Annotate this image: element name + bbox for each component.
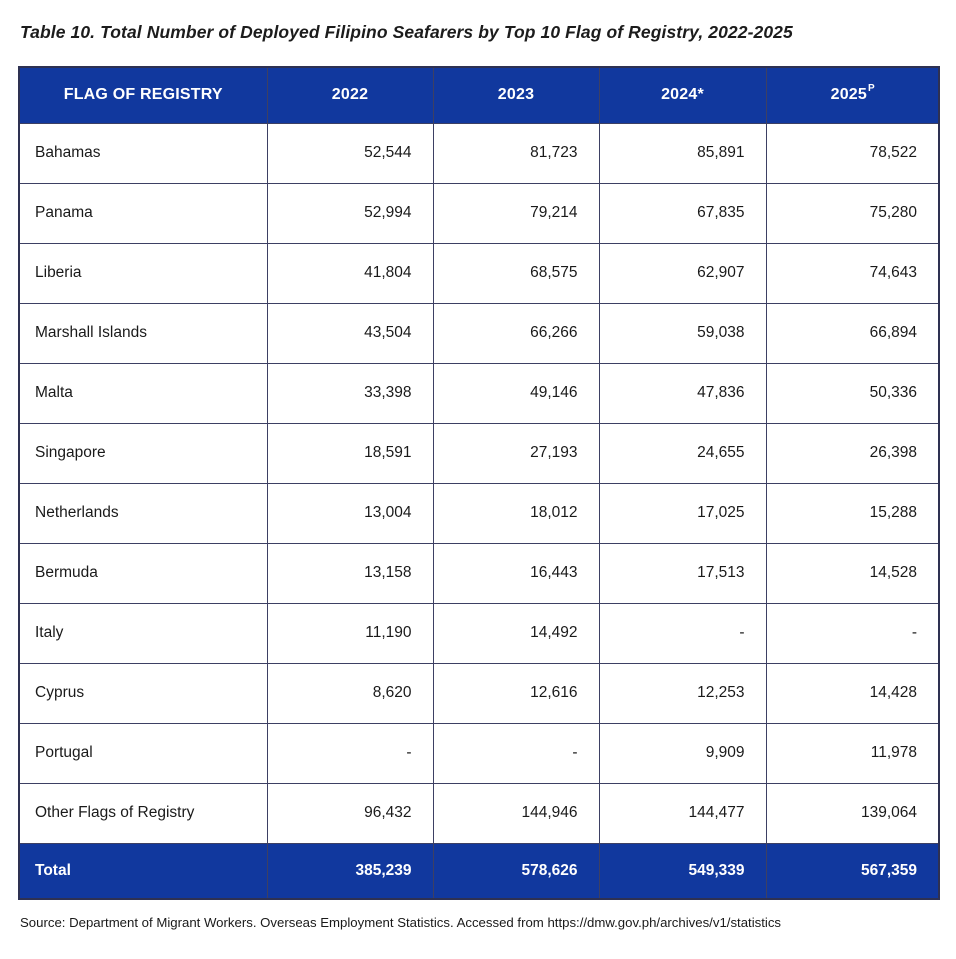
flag-name-cell: Cyprus (18, 662, 268, 724)
flag-name-cell: Netherlands (18, 482, 268, 544)
flag-name-cell: Panama (18, 182, 268, 244)
table-row: Netherlands 13,004 18,012 17,025 15,288 (18, 482, 940, 544)
total-row: Total 385,239 578,626 549,339 567,359 (18, 842, 940, 900)
total-2025-cell: 567,359 (765, 842, 940, 900)
value-cell: 14,492 (432, 602, 600, 664)
value-cell: 15,288 (765, 482, 940, 544)
column-header-2022: 2022 (266, 66, 434, 124)
column-header-2025: 2025P (765, 66, 940, 124)
value-cell: 144,477 (598, 782, 767, 844)
value-cell: 67,835 (598, 182, 767, 244)
registry-table: FLAG OF REGISTRY 2022 2023 2024* 2025P B… (18, 66, 940, 900)
table-row: Panama 52,994 79,214 67,835 75,280 (18, 182, 940, 244)
value-cell: 139,064 (765, 782, 940, 844)
value-cell: 9,909 (598, 722, 767, 784)
column-header-2024: 2024* (598, 66, 767, 124)
flag-name-cell: Malta (18, 362, 268, 424)
value-cell: 59,038 (598, 302, 767, 364)
value-cell: 14,428 (765, 662, 940, 724)
value-cell: 8,620 (266, 662, 434, 724)
value-cell: 79,214 (432, 182, 600, 244)
value-cell: 52,994 (266, 182, 434, 244)
table-row: Bahamas 52,544 81,723 85,891 78,522 (18, 122, 940, 184)
table-caption: Table 10. Total Number of Deployed Filip… (20, 22, 793, 42)
table-body: Bahamas 52,544 81,723 85,891 78,522 Panama 52,… (18, 122, 940, 844)
flag-name-cell: Bahamas (18, 122, 268, 184)
value-cell: 144,946 (432, 782, 600, 844)
table-row: Italy 11,190 14,492- - (18, 602, 940, 664)
total-2024-cell: 549,339 (598, 842, 767, 900)
value-cell: 74,643 (765, 242, 940, 304)
value-cell: 16,443 (432, 542, 600, 604)
table-header: FLAG OF REGISTRY 2022 2023 2024* 2025P (18, 66, 940, 124)
table-footer: Total 385,239 578,626 549,339 567,359 (18, 842, 940, 900)
table-row: Cyprus 8,620 12,616 12,253 14,428 (18, 662, 940, 724)
flag-name-cell: Other Flags of Registry (18, 782, 268, 844)
column-header-2023: 2023 (432, 66, 600, 124)
page: Table 10. Total Number of Deployed Filip… (18, 22, 940, 930)
value-cell: 50,336 (765, 362, 940, 424)
flag-name-cell: Italy (18, 602, 268, 664)
value-cell: 49,146 (432, 362, 600, 424)
value-cell: - (266, 722, 434, 784)
table-row: Bermuda 13,158 16,443 17,513 14,528 (18, 542, 940, 604)
value-cell: 12,253 (598, 662, 767, 724)
flag-name-cell: Bermuda (18, 542, 268, 604)
value-cell: 11,190 (266, 602, 434, 664)
flag-name-cell: Marshall Islands (18, 302, 268, 364)
value-cell: 62,907 (598, 242, 767, 304)
value-cell: 68,575 (432, 242, 600, 304)
value-cell: 27,193 (432, 422, 600, 484)
value-cell: 18,012 (432, 482, 600, 544)
value-cell: - (432, 722, 600, 784)
total-2022-cell: 385,239 (266, 842, 434, 900)
table-row: Portugal - -9,909 11,978 (18, 722, 940, 784)
source-note: Source: Department of Migrant Workers. O… (20, 915, 782, 930)
value-cell: 75,280 (765, 182, 940, 244)
column-header-flag-of-registry: FLAG OF REGISTRY (18, 66, 268, 124)
value-cell: 43,504 (266, 302, 434, 364)
table-row: Singapore 18,591 27,193 24,655 26,398 (18, 422, 940, 484)
value-cell: 13,004 (266, 482, 434, 544)
value-cell: 78,522 (765, 122, 940, 184)
value-cell: 12,616 (432, 662, 600, 724)
flag-name-cell: Liberia (18, 242, 268, 304)
value-cell: 47,836 (598, 362, 767, 424)
value-cell: - (765, 602, 940, 664)
value-cell: 14,528 (765, 542, 940, 604)
value-cell: 26,398 (765, 422, 940, 484)
table-row: Other Flags of Registry 96,432 144,946 144,… (18, 782, 940, 844)
column-header-2025-label: 2025 (830, 86, 868, 104)
value-cell: 85,891 (598, 122, 767, 184)
flag-name-cell: Singapore (18, 422, 268, 484)
superscript-p: P (868, 82, 875, 94)
value-cell: 18,591 (266, 422, 434, 484)
value-cell: 17,025 (598, 482, 767, 544)
value-cell: 66,894 (765, 302, 940, 364)
value-cell: 96,432 (266, 782, 434, 844)
header-row: FLAG OF REGISTRY 2022 2023 2024* 2025P (18, 66, 940, 124)
table-row: Marshall Islands 43,504 66,266 59,038 66,894 (18, 302, 940, 364)
value-cell: 52,544 (266, 122, 434, 184)
value-cell: 11,978 (765, 722, 940, 784)
value-cell: - (598, 602, 767, 664)
total-label-cell: Total (18, 842, 268, 900)
value-cell: 24,655 (598, 422, 767, 484)
value-cell: 13,158 (266, 542, 434, 604)
value-cell: 81,723 (432, 122, 600, 184)
value-cell: 17,513 (598, 542, 767, 604)
table-row: Liberia 41,804 68,575 62,907 74,643 (18, 242, 940, 304)
value-cell: 41,804 (266, 242, 434, 304)
value-cell: 66,266 (432, 302, 600, 364)
flag-name-cell: Portugal (18, 722, 268, 784)
value-cell: 33,398 (266, 362, 434, 424)
table-row: Malta 33,398 49,146 47,836 50,336 (18, 362, 940, 424)
total-2023-cell: 578,626 (432, 842, 600, 900)
